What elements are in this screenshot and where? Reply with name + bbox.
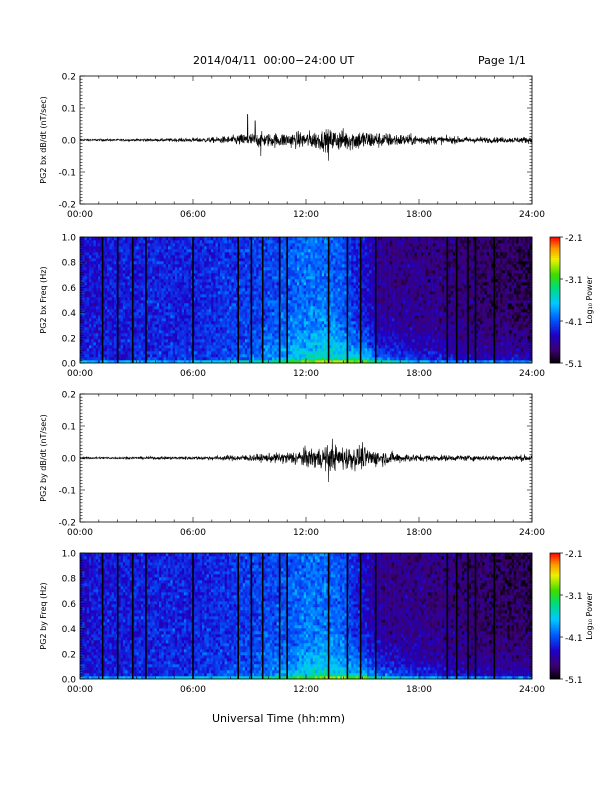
x-tick-label: 24:00 — [519, 369, 545, 379]
x-tick-label: 12:00 — [293, 210, 319, 220]
y-tick-label: 0.6 — [62, 284, 77, 294]
y-tick-label: 0.6 — [62, 600, 77, 610]
x-tick-label: 00:00 — [67, 369, 93, 379]
x-tick-label: 24:00 — [519, 685, 545, 695]
y-tick-label: 0.8 — [62, 259, 77, 269]
colorbar-tick-label: -4.1 — [565, 634, 583, 644]
colorbar-label: Log₁₀ Power — [585, 276, 594, 324]
x-tick-label: 18:00 — [406, 210, 432, 220]
y-tick-label: -0.2 — [58, 201, 76, 211]
y-tick-label: 0.0 — [62, 137, 77, 147]
y-tick-label: 1.0 — [62, 550, 77, 560]
signal-trace — [79, 438, 533, 483]
y-tick-label: 0.0 — [62, 676, 77, 686]
panel-1: -0.2 -0.1 0.0 0.1 0.2 00:00 06:00 12:00 18:00 24:… — [39, 73, 545, 221]
y-tick-label: 0.0 — [62, 360, 77, 370]
x-tick-label: 00:00 — [67, 685, 93, 695]
y-tick-label: 0.2 — [62, 391, 76, 401]
y-tick-label: 0.2 — [62, 334, 76, 344]
colorbar-tick-label: -2.1 — [565, 234, 583, 244]
y-axis-label: PG2 by Freq (Hz) — [39, 582, 48, 649]
x-tick-label: 12:00 — [293, 528, 319, 538]
colorbar-tick-label: -3.1 — [565, 276, 583, 286]
y-tick-label: -0.1 — [58, 169, 76, 179]
colorbar-tick-label: -4.1 — [565, 318, 583, 328]
signal-trace — [79, 114, 533, 161]
y-tick-label: 0.2 — [62, 650, 76, 660]
y-tick-label: 0.4 — [62, 625, 77, 635]
y-tick-label: 0.1 — [62, 423, 76, 433]
y-tick-label: 0.4 — [62, 309, 77, 319]
y-axis-label: PG2 bx Freq (Hz) — [39, 266, 48, 333]
x-tick-label: 18:00 — [406, 685, 432, 695]
y-tick-label: 0.1 — [62, 105, 76, 115]
plot-title: 2014/04/11 00:00−24:00 UT — [193, 54, 355, 67]
y-tick-label: 0.0 — [62, 455, 77, 465]
panel-4: -2.1 -3.1 -4.1 -5.1 Log₁₀ Power 0.0 0.2 0.4 0.6 0… — [39, 550, 594, 696]
colorbar-frame — [549, 552, 561, 680]
panel-2: -2.1 -3.1 -4.1 -5.1 Log₁₀ Power 0.0 0.2 0.4 0.6 0… — [39, 234, 594, 380]
y-tick-label: -0.1 — [58, 487, 76, 497]
colorbar-tick-label: -5.1 — [565, 676, 583, 686]
x-tick-label: 12:00 — [293, 685, 319, 695]
x-tick-label: 00:00 — [67, 528, 93, 538]
colorbar-tick-label: -3.1 — [565, 592, 583, 602]
x-axis-label: Universal Time (hh:mm) — [212, 712, 345, 725]
x-tick-label: 18:00 — [406, 528, 432, 538]
x-tick-label: 06:00 — [180, 369, 206, 379]
y-tick-label: 1.0 — [62, 234, 77, 244]
x-tick-label: 18:00 — [406, 369, 432, 379]
y-tick-label: 0.8 — [62, 575, 77, 585]
x-tick-label: 06:00 — [180, 685, 206, 695]
colorbar: -2.1 -3.1 -4.1 -5.1 Log₁₀ Power — [549, 550, 594, 686]
x-tick-label: 06:00 — [180, 210, 206, 220]
x-tick-label: 00:00 — [67, 210, 93, 220]
page-indicator: Page 1/1 — [478, 54, 526, 67]
y-tick-label: 0.2 — [62, 73, 76, 83]
colorbar-tick-label: -2.1 — [565, 550, 583, 560]
colorbar-frame — [549, 236, 561, 364]
spectrogram-cells — [80, 237, 533, 364]
panel-3: -0.2 -0.1 0.0 0.1 0.2 00:00 06:00 12:00 18:00 24:… — [39, 391, 545, 539]
y-axis-label: PG2 bx dB/dt (nT/sec) — [39, 96, 48, 183]
y-axis-label: PG2 by dB/dt (nT/sec) — [39, 414, 48, 501]
x-tick-label: 06:00 — [180, 528, 206, 538]
x-tick-label: 24:00 — [519, 210, 545, 220]
y-tick-label: -0.2 — [58, 519, 76, 529]
colorbar-label: Log₁₀ Power — [585, 592, 594, 640]
spectrogram-cells — [80, 553, 533, 680]
x-tick-label: 24:00 — [519, 528, 545, 538]
colorbar-tick-label: -5.1 — [565, 360, 583, 370]
colorbar: -2.1 -3.1 -4.1 -5.1 Log₁₀ Power — [549, 234, 594, 370]
x-tick-label: 12:00 — [293, 369, 319, 379]
